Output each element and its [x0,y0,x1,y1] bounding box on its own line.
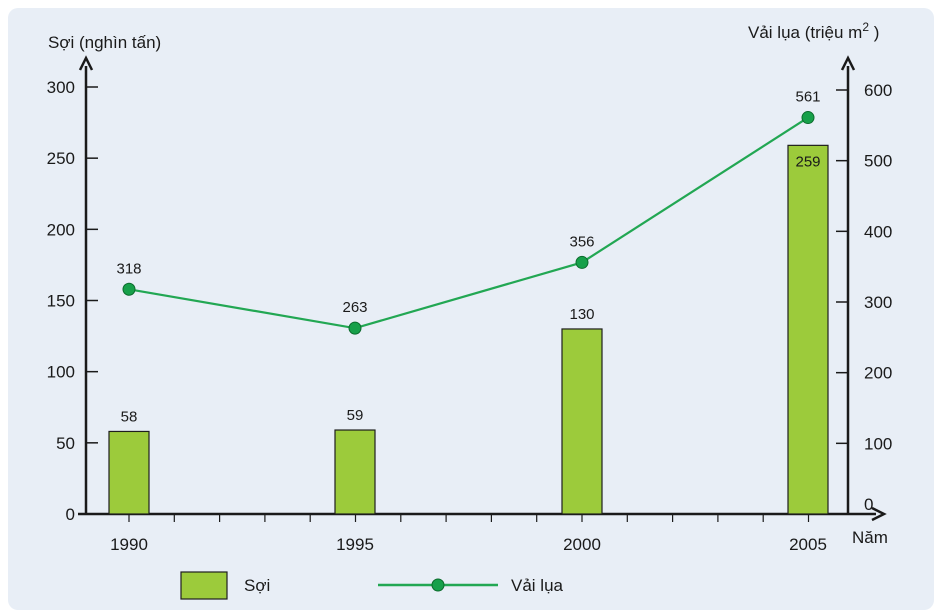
right-tick-label: 600 [864,81,892,100]
x-tick-label: 1995 [336,535,374,554]
legend-bar-label: Sợi [244,576,270,595]
line-marker [575,255,589,269]
right-tick-label: 500 [864,152,892,171]
legend-bar-swatch [180,571,228,600]
left-tick-label: 250 [47,149,75,168]
right-tick-label: 300 [864,293,892,312]
right-axis-title-text: Vải lụa (triệu m [748,23,862,42]
bar-data-label: 259 [795,153,820,170]
right-axis: 0 100 200 300 400 500 600 [836,55,892,514]
left-axis: 0 50 100 150 200 250 300 [47,55,98,524]
legend-line-marker [431,578,445,592]
legend: Sợi Vải lụa [180,571,564,600]
left-tick-label: 150 [47,292,75,311]
bar-data-label: 130 [569,306,594,323]
x-axis-unit-label: Năm [852,528,888,547]
legend-line-label: Vải lụa [511,576,564,595]
bar-soi [561,328,603,515]
right-tick-label: 200 [864,364,892,383]
left-tick-label: 50 [56,434,75,453]
bar-soi [334,429,376,515]
bar-series-soi: 58 59 130 259 [108,144,829,515]
right-axis-title-close: ) [869,23,879,42]
left-axis-title: Sợi (nghìn tấn) [48,33,161,52]
bar-soi [108,430,150,515]
line-data-label: 318 [116,260,141,277]
right-axis-title-superscript: 2 [862,20,869,34]
line-marker [348,321,362,335]
line-marker [801,111,815,125]
left-tick-label: 0 [66,505,75,524]
line-data-label: 561 [795,89,820,106]
left-tick-label: 200 [47,220,75,239]
bar-data-label: 59 [347,407,364,424]
x-tick-label: 2000 [563,535,601,554]
line-path-vai-lua [128,116,809,330]
chart-background [8,8,934,610]
right-tick-label: 400 [864,222,892,241]
right-axis-title: Vải lụa (triệu m2 ) [748,20,879,42]
x-axis: 1990 1995 2000 2005 [78,506,887,554]
x-tick-label: 2005 [789,535,827,554]
x-tick-label: 1990 [110,535,148,554]
line-data-label: 356 [569,233,594,250]
right-tick-label: 100 [864,434,892,453]
line-marker [122,282,136,296]
line-data-label: 263 [342,299,367,316]
left-tick-label: 100 [47,363,75,382]
left-tick-label: 300 [47,78,75,97]
bar-data-label: 58 [121,408,138,425]
right-tick-label: 0 [864,495,873,514]
bar-soi [787,144,829,515]
line-series-vai-lua: 318 263 356 561 [116,89,821,335]
